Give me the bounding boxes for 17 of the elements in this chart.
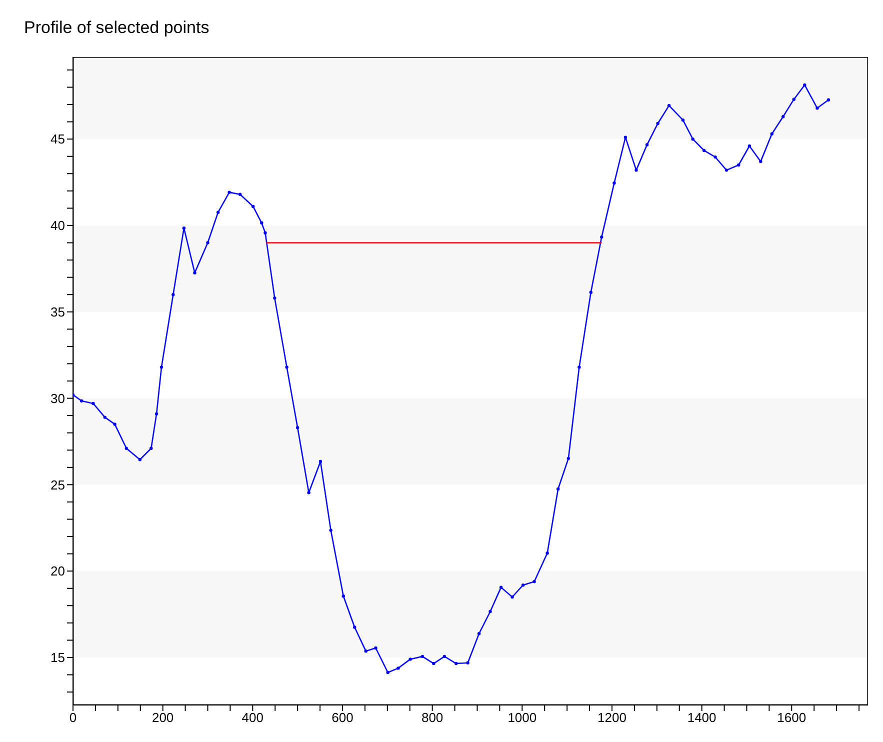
x-tick-label: 1400	[687, 710, 716, 726]
x-tick-label: 600	[332, 710, 354, 726]
x-tick-label: 400	[242, 710, 264, 726]
y-tick-label: 25	[50, 477, 65, 492]
x-tick-label: 1000	[508, 710, 537, 726]
x-tick-label: 200	[152, 710, 174, 726]
y-tick-label: 35	[50, 304, 65, 320]
x-tick-label: 800	[421, 710, 444, 726]
y-tick-label: 30	[50, 390, 65, 406]
x-tick-label: 0	[69, 710, 77, 726]
chart-title: Profile of selected points	[24, 18, 210, 38]
x-tick-label: 1200	[598, 710, 626, 726]
y-tick-label: 40	[50, 218, 65, 234]
y-tick-label: 45	[50, 132, 65, 147]
y-tick-label: 20	[50, 564, 65, 579]
y-tick-label: 15	[50, 650, 65, 666]
x-tick-label: 1600	[777, 710, 806, 726]
